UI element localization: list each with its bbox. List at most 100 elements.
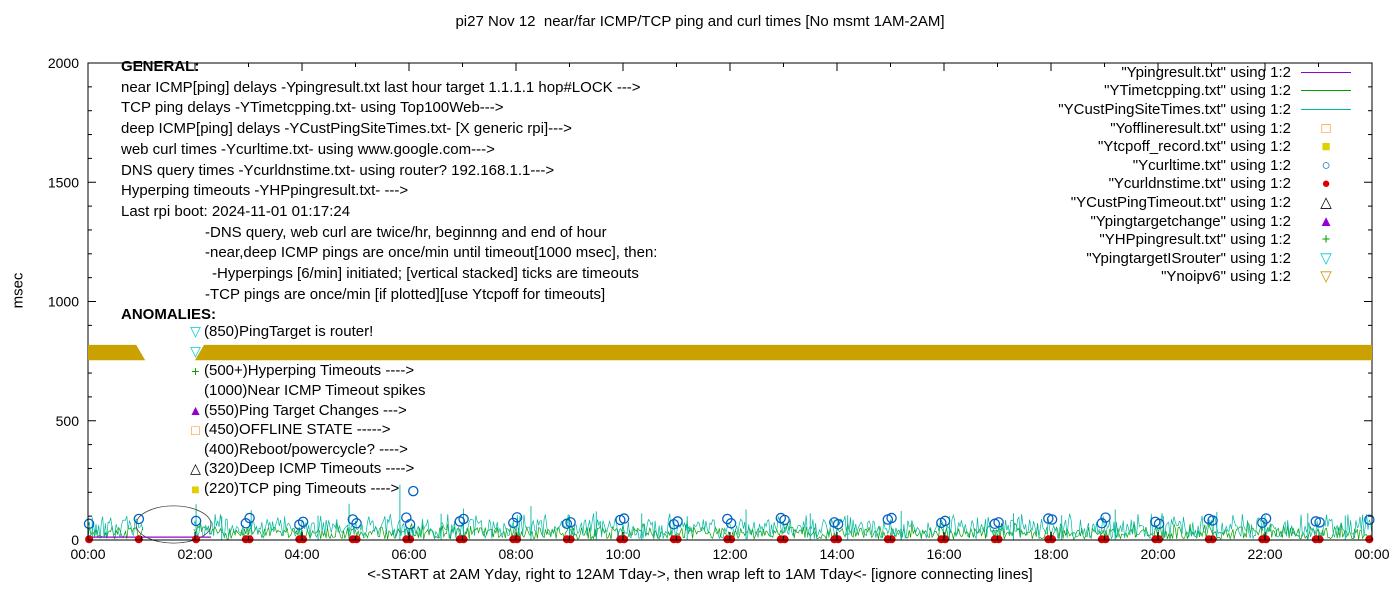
dns-point bbox=[299, 535, 308, 544]
curl-point bbox=[297, 516, 309, 528]
anomaly-item: □ (450)OFFLINE STATE -----> bbox=[187, 420, 425, 440]
general-heading: GENERAL: bbox=[121, 58, 200, 75]
dns-point bbox=[245, 535, 254, 544]
anomaly-item: + (500+)Hyperping Timeouts ----> bbox=[187, 361, 425, 381]
anomaly-marker-icon: □ bbox=[191, 421, 200, 438]
legend-entry: "Ycurldnstime.txt" using 1:2 ● bbox=[1058, 175, 1352, 194]
legend-line-swatch bbox=[1301, 108, 1351, 110]
dns-point bbox=[352, 535, 361, 544]
dns-point bbox=[85, 535, 94, 544]
dns-point bbox=[134, 535, 143, 544]
y-tick-label: 2000 bbox=[48, 55, 79, 71]
legend-sample-triangle-open-icon: △ bbox=[1320, 193, 1332, 211]
dns-point bbox=[780, 535, 789, 544]
general-line: deep ICMP[ping] delays -YCustPingSiteTim… bbox=[121, 120, 572, 138]
dns-point bbox=[1101, 535, 1110, 544]
anomaly-text: (850)PingTarget is router! bbox=[204, 323, 374, 341]
curl-point bbox=[508, 517, 519, 529]
dns-point bbox=[673, 535, 682, 544]
curl-point bbox=[939, 515, 951, 527]
curl-point bbox=[1314, 517, 1325, 528]
anomaly-item: ▲ (550)Ping Target Changes ---> bbox=[187, 400, 425, 420]
curl-point bbox=[240, 518, 252, 529]
anomaly-item: △ (320)Deep ICMP Timeouts ----> bbox=[187, 459, 425, 479]
curl-point bbox=[1046, 514, 1058, 525]
legend-entry: "Ytcpoff_record.txt" using 1:2 ■ bbox=[1058, 137, 1352, 156]
general-line: -TCP pings are once/min [if plotted][use… bbox=[205, 285, 606, 303]
general-lines: near ICMP[ping] delays -Ypingresult.txt … bbox=[121, 78, 657, 306]
legend-entry: "YpingtargetISrouter" using 1:2 ▽ bbox=[1058, 249, 1352, 268]
legend-entry: "YTimetcpping.txt" using 1:2 bbox=[1058, 82, 1352, 101]
x-tick-label: 00:00 bbox=[70, 546, 105, 562]
general-line: near ICMP[ping] delays -Ypingresult.txt … bbox=[121, 78, 641, 96]
legend-label: "Ytcpoff_record.txt" using 1:2 bbox=[1098, 138, 1291, 156]
legend-label: "YHPpingresult.txt" using 1:2 bbox=[1099, 231, 1291, 249]
legend-sample-triangle-filled-icon: ▲ bbox=[1318, 212, 1334, 230]
x-axis-title: <-START at 2AM Yday, right to 12AM Tday-… bbox=[367, 566, 1033, 583]
anomaly-text: (500+)Hyperping Timeouts ----> bbox=[204, 362, 415, 380]
x-tick-label: 12:00 bbox=[712, 546, 747, 562]
dns-point bbox=[1365, 535, 1374, 544]
anomaly-item: (1000)Near ICMP Timeout spikes bbox=[187, 381, 425, 401]
legend-line-swatch bbox=[1301, 71, 1351, 73]
dns-point bbox=[994, 535, 1003, 544]
anomaly-marker-icon: ■ bbox=[191, 480, 200, 497]
x-tick-label: 08:00 bbox=[498, 546, 533, 562]
legend-entry: "Ypingtargetchange" using 1:2 ▲ bbox=[1058, 212, 1352, 231]
dns-point bbox=[620, 535, 629, 544]
legend-label: "YpingtargetISrouter" using 1:2 bbox=[1086, 249, 1291, 267]
noise-series-YTimetcpping.txt bbox=[193, 522, 1373, 541]
anomalies-heading: ANOMALIES: bbox=[121, 306, 216, 323]
dns-point bbox=[941, 535, 950, 544]
curl-point bbox=[133, 513, 145, 525]
x-tick-label: 20:00 bbox=[1140, 546, 1175, 562]
anomaly-item: ▽ bbox=[187, 342, 425, 362]
general-notes-block: GENERAL: near ICMP[ping] delays -Ypingre… bbox=[121, 57, 657, 305]
legend: "Ypingresult.txt" using 1:2 "YTimetcpping… bbox=[1058, 63, 1352, 286]
anomaly-marker-icon: + bbox=[191, 362, 200, 379]
anomaly-text: (1000)Near ICMP Timeout spikes bbox=[204, 382, 426, 400]
legend-rows: "Ypingresult.txt" using 1:2 "YTimetcpping… bbox=[1058, 63, 1352, 286]
anomaly-marker-icon: ▽ bbox=[190, 342, 201, 359]
anomaly-marker-icon: ▽ bbox=[190, 323, 201, 340]
curl-point bbox=[511, 512, 523, 523]
legend-entry: "Yofflineresult.txt" using 1:2 □ bbox=[1058, 119, 1352, 138]
curl-point bbox=[458, 513, 469, 525]
dns-point bbox=[406, 535, 415, 544]
anomaly-item: (400)Reboot/powercycle? ----> bbox=[187, 440, 425, 460]
anomaly-text: (550)Ping Target Changes ---> bbox=[204, 401, 407, 419]
dns-point bbox=[1155, 535, 1164, 544]
general-line: -Hyperpings [6/min] initiated; [vertical… bbox=[212, 265, 639, 283]
curl-point bbox=[244, 512, 255, 524]
legend-entry: "YHPpingresult.txt" using 1:2 + bbox=[1058, 230, 1352, 249]
x-tick-label: 00:00 bbox=[1354, 546, 1389, 562]
legend-label: "Ypingresult.txt" using 1:2 bbox=[1121, 63, 1291, 81]
legend-label: "YTimetcpping.txt" using 1:2 bbox=[1104, 82, 1291, 100]
curl-point bbox=[1364, 514, 1375, 525]
anomaly-item: ▽ (850)PingTarget is router! bbox=[187, 322, 425, 342]
noise-series-YCustPingSiteTimes.txt bbox=[193, 513, 1373, 540]
legend-sample-line-icon bbox=[1300, 108, 1352, 110]
curl-point bbox=[832, 519, 844, 530]
noise-series-YCustPingSiteTimes.txt bbox=[87, 515, 144, 539]
legend-sample-triangle-down-open-icon: ▽ bbox=[1320, 268, 1332, 286]
x-tick-label: 16:00 bbox=[926, 546, 961, 562]
legend-line-swatch bbox=[1301, 90, 1351, 92]
general-line: DNS query times -Ycurldnstime.txt- using… bbox=[121, 161, 555, 179]
legend-sample-square-filled-icon: ■ bbox=[1321, 138, 1331, 156]
curl-point bbox=[351, 518, 362, 529]
tick-labels: 00:00 02:00 04:00 06:00 08:00 10:00 12:00 14:00… bbox=[48, 55, 1390, 562]
curl-point bbox=[618, 513, 630, 524]
curl-point bbox=[83, 518, 95, 530]
dns-point bbox=[1208, 535, 1217, 544]
y-tick-label: 1500 bbox=[48, 174, 79, 190]
dns-point bbox=[513, 535, 522, 544]
legend-entry: "YCustPingSiteTimes.txt" using 1:2 bbox=[1058, 100, 1352, 119]
legend-sample-square-open-icon: □ bbox=[1321, 119, 1331, 137]
general-line: Hyperping timeouts -YHPpingresult.txt- -… bbox=[121, 182, 409, 200]
anomaly-marker-icon: △ bbox=[190, 460, 201, 477]
curl-point bbox=[1153, 518, 1165, 530]
legend-label: "YCustPingTimeout.txt" using 1:2 bbox=[1070, 193, 1291, 211]
curl-point bbox=[993, 517, 1004, 528]
